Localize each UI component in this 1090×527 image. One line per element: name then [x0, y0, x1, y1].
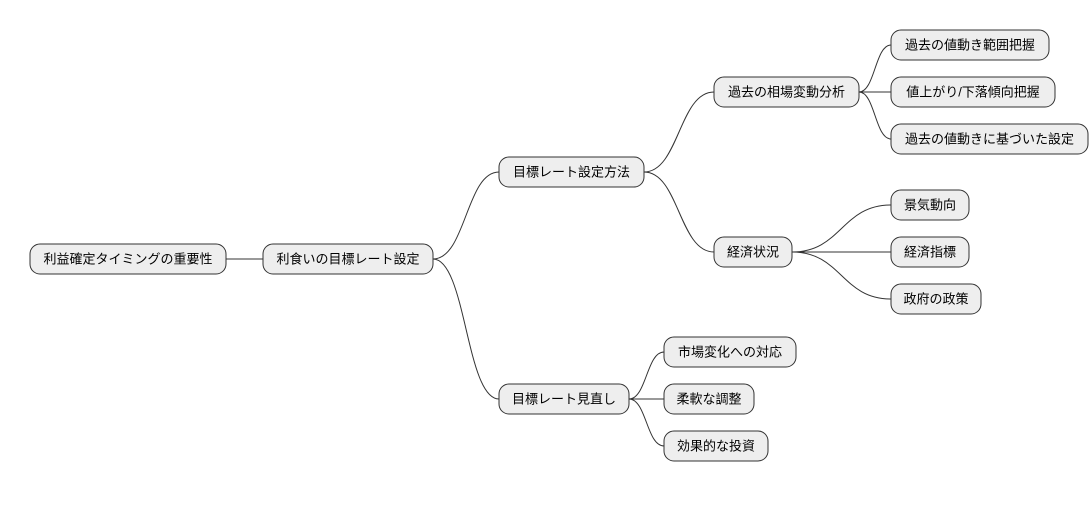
node-label: 政府の政策	[903, 291, 968, 306]
mindmap-node: 効果的な投資	[664, 431, 768, 461]
node-label: 目標レート見直し	[512, 391, 616, 406]
node-label: 利益確定タイミングの重要性	[43, 251, 212, 266]
edge	[644, 172, 714, 252]
node-label: 過去の値動きに基づいた設定	[905, 131, 1074, 146]
mindmap-node: 経済指標	[891, 237, 969, 267]
node-label: 景気動向	[904, 197, 956, 212]
edge	[644, 92, 714, 172]
mindmap-canvas: 利益確定タイミングの重要性 利食いの目標レート設定 目標レート設定方法目標レート見直…	[0, 0, 1090, 527]
mindmap-node: 市場変化への対応	[664, 337, 796, 367]
mindmap-node: 柔軟な調整	[664, 384, 754, 414]
edge	[792, 205, 891, 252]
nodes-group: 利益確定タイミングの重要性 利食いの目標レート設定 目標レート設定方法目標レート見直…	[30, 30, 1088, 461]
node-label: 効果的な投資	[677, 438, 755, 453]
edge	[792, 252, 891, 299]
mindmap-node: 過去の値動き範囲把握	[891, 30, 1049, 60]
node-label: 経済指標	[904, 244, 956, 259]
node-label: 経済状況	[727, 244, 779, 259]
edge	[629, 352, 664, 399]
mindmap-node: 景気動向	[891, 190, 969, 220]
node-label: 利食いの目標レート設定	[276, 251, 419, 266]
edge	[629, 399, 664, 446]
mindmap-node: 目標レート見直し	[499, 384, 629, 414]
node-label: 柔軟な調整	[676, 391, 741, 406]
mindmap-node: 利食いの目標レート設定	[263, 244, 433, 274]
mindmap-node: 経済状況	[714, 237, 792, 267]
edge	[859, 45, 891, 92]
mindmap-node: 利益確定タイミングの重要性	[30, 244, 226, 274]
mindmap-node: 過去の値動きに基づいた設定	[891, 124, 1088, 154]
node-label: 値上がり/下落傾向把握	[906, 84, 1040, 99]
mindmap-node: 値上がり/下落傾向把握	[891, 77, 1055, 107]
edge	[433, 259, 499, 399]
node-label: 目標レート設定方法	[513, 164, 630, 179]
edge	[859, 92, 891, 139]
mindmap-node: 過去の相場変動分析	[714, 77, 859, 107]
node-label: 過去の相場変動分析	[728, 84, 845, 99]
mindmap-node: 目標レート設定方法	[499, 157, 644, 187]
mindmap-node: 政府の政策	[891, 284, 981, 314]
edge	[433, 172, 499, 259]
node-label: 過去の値動き範囲把握	[905, 37, 1035, 52]
node-label: 市場変化への対応	[678, 344, 782, 359]
